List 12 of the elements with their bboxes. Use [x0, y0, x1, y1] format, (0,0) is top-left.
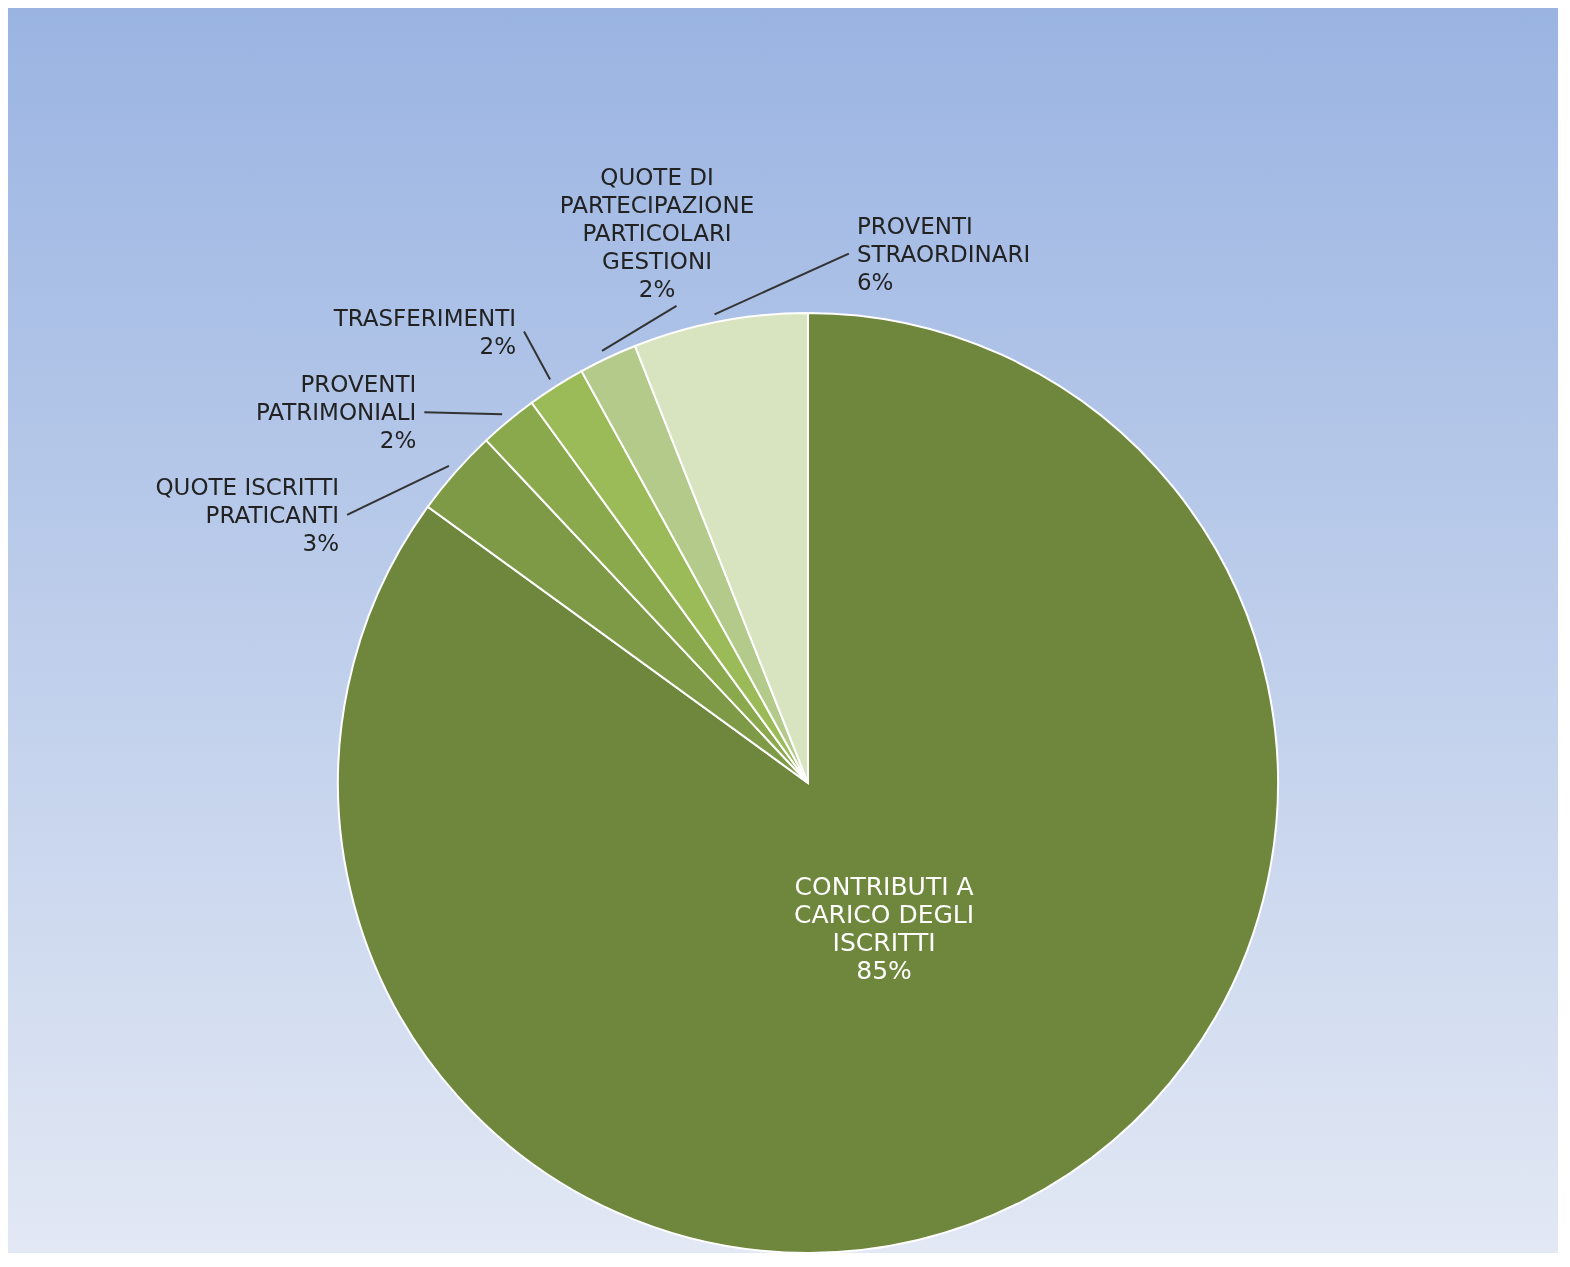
slice-label: CONTRIBUTI A CARICO DEGLI ISCRITTI: [794, 872, 975, 958]
data-label: 2%: [379, 427, 417, 454]
slice-label: PROVENTI STRAORDINARI: [856, 212, 1031, 267]
slice-label: TRASFERIMENTI: [332, 304, 517, 331]
slice-label: PROVENTI PATRIMONIALI: [255, 371, 417, 426]
slice-label: QUOTE DI PARTECIPAZIONE PARTICOLARI GESTIONI: [559, 164, 755, 275]
data-label: 2%: [638, 276, 676, 303]
data-label: 6%: [856, 268, 894, 295]
data-label: 3%: [302, 529, 340, 556]
data-label: 85%: [856, 956, 912, 986]
data-label: 2%: [479, 332, 517, 359]
slice-label: QUOTE ISCRITTI PRATICANTI: [155, 473, 340, 528]
